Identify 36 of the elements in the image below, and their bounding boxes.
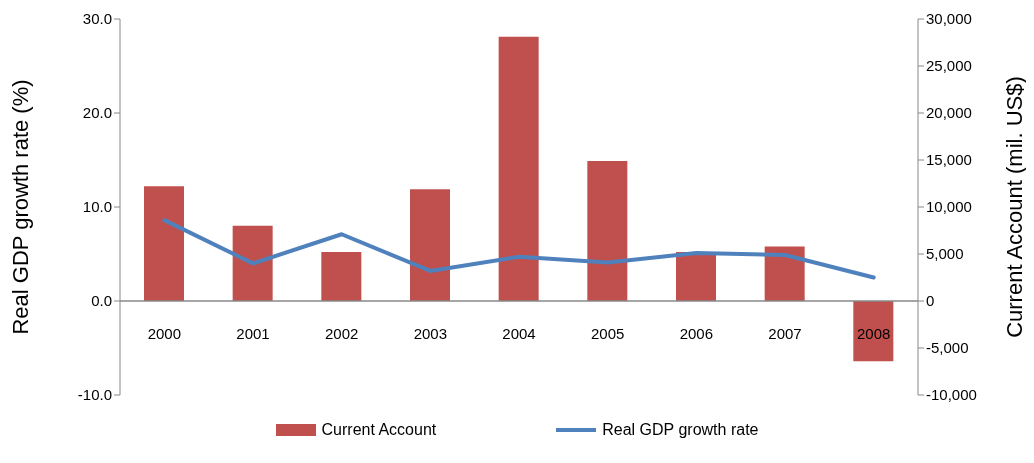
y-tick-label: 10.0 [82,198,112,216]
y2-tick-label: 5,000 [926,245,964,263]
bar [410,189,450,301]
x-tick-label: 2006 [679,325,714,342]
bar [676,252,716,301]
y-tick-label: 0.0 [91,292,112,310]
y2-tick-label: -5,000 [926,339,969,357]
x-tick-label: 2003 [413,325,448,342]
y2-tick-label: 25,000 [926,57,972,75]
x-tick-label: 2008 [856,325,891,342]
bar [144,186,184,301]
y2-axis-title: Current Account (mil. US$) [1001,76,1027,338]
legend-label: Current Account [321,421,437,439]
x-tick-label: 2005 [590,325,625,342]
x-tick-label: 2007 [768,325,802,342]
y-tick-label: 20.0 [82,104,112,122]
legend-label: Real GDP growth rate [602,421,759,439]
y2-tick-label: 10,000 [926,198,972,216]
bar [498,36,539,301]
y-axis-title: Real GDP growth rate (%) [7,79,33,335]
bar [321,252,362,301]
bar [232,225,273,301]
y2-tick-label: 15,000 [926,151,972,169]
bar [764,246,805,301]
line-series [162,218,876,280]
y2-tick-label: 30,000 [926,10,972,28]
y2-tick-label: -10,000 [926,386,977,404]
y-tick-label: 30.0 [82,10,112,28]
y2-tick-label: 0 [926,292,935,310]
x-tick-label: 2000 [147,325,182,342]
x-tick-label: 2004 [502,325,536,342]
bar [587,160,628,301]
x-tick-label: 2001 [236,325,270,342]
y-tick-label: -10.0 [77,386,112,404]
x-tick-label: 2002 [324,325,359,342]
y2-tick-label: 20,000 [926,104,972,122]
